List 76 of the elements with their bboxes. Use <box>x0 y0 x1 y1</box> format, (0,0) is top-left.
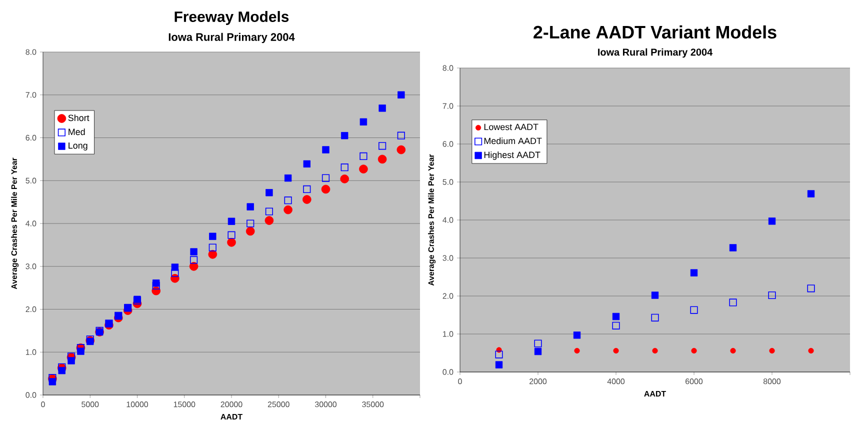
point <box>58 366 66 374</box>
point <box>246 220 254 228</box>
point <box>396 145 406 154</box>
point <box>691 348 697 354</box>
point <box>189 262 198 271</box>
point <box>768 291 776 300</box>
point <box>208 244 216 252</box>
point <box>398 91 405 98</box>
point <box>574 348 580 354</box>
point <box>378 104 386 112</box>
point <box>48 378 56 386</box>
point <box>303 160 310 168</box>
point <box>246 226 255 236</box>
legend-label: Med <box>68 128 85 136</box>
point <box>228 218 236 225</box>
point <box>359 164 368 174</box>
point <box>322 146 330 154</box>
point <box>227 238 236 247</box>
point <box>228 231 236 239</box>
point <box>807 190 815 198</box>
point <box>651 314 659 322</box>
legend-label: Short <box>68 114 90 122</box>
point <box>264 216 274 225</box>
point <box>340 164 348 172</box>
chart-title: 2-Lane AADT Variant Models <box>534 25 776 39</box>
point <box>284 196 292 204</box>
point <box>729 298 737 306</box>
legend-label: Long <box>68 142 88 150</box>
point <box>190 248 198 256</box>
chart-title: Freeway Models <box>174 11 289 25</box>
legend-label: Highest AADT <box>484 151 540 160</box>
point <box>612 322 620 330</box>
point <box>340 174 349 184</box>
point <box>730 348 736 354</box>
point <box>397 132 405 140</box>
point <box>378 142 386 150</box>
point <box>284 174 292 182</box>
point <box>651 292 659 299</box>
point <box>690 306 698 314</box>
point <box>612 312 620 320</box>
point <box>171 269 179 278</box>
point <box>495 350 503 358</box>
point <box>246 203 254 210</box>
point <box>729 244 737 252</box>
point <box>302 195 312 204</box>
point <box>266 189 273 196</box>
point <box>378 154 387 164</box>
point <box>68 357 75 364</box>
point <box>321 184 330 194</box>
point <box>284 205 292 214</box>
point <box>534 340 542 348</box>
point <box>360 152 368 160</box>
point <box>495 361 503 368</box>
point <box>768 218 776 225</box>
point <box>208 250 218 259</box>
point <box>190 256 198 264</box>
point <box>152 280 160 287</box>
point <box>613 348 619 354</box>
point <box>209 232 216 240</box>
legend-label: Lowest AADT <box>484 124 538 130</box>
point <box>652 348 658 354</box>
legend-label: Medium AADT <box>484 138 542 144</box>
point <box>808 348 814 354</box>
point <box>573 332 581 339</box>
point <box>341 132 348 140</box>
point <box>690 269 698 276</box>
chart-subtitle: Iowa Rural Primary 2004 <box>168 32 295 44</box>
chart-subtitle: Iowa Rural Primary 2004 <box>598 48 713 58</box>
point <box>77 348 84 355</box>
point <box>807 284 815 292</box>
point <box>303 185 311 194</box>
point <box>322 174 330 182</box>
point <box>265 208 273 216</box>
point <box>360 118 368 126</box>
point <box>769 348 775 354</box>
point <box>171 264 179 271</box>
